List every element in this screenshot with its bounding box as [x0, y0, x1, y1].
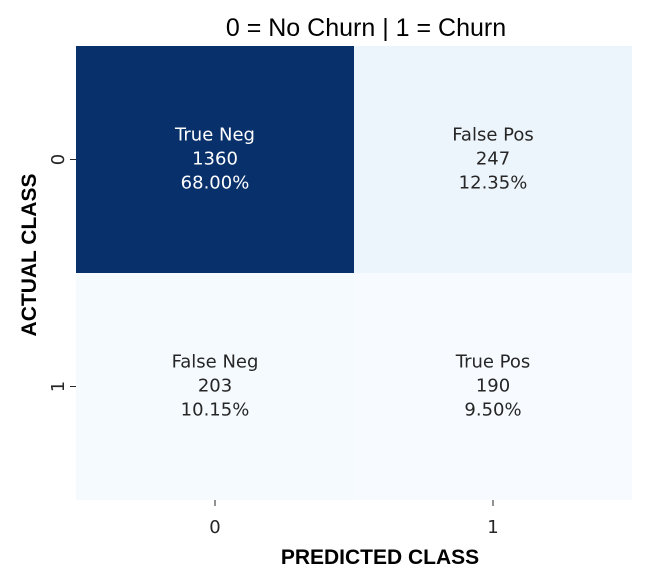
heatmap-cell — [354, 273, 632, 500]
cell-percent-label: 10.15% — [181, 400, 250, 421]
x-tick-label: 1 — [487, 517, 498, 538]
y-tick-label: 0 — [48, 154, 69, 165]
x-tick-label: 0 — [209, 517, 220, 538]
heatmap-cell — [76, 273, 354, 500]
cell-percent-label: 12.35% — [459, 173, 528, 194]
cell-name-label: True Pos — [455, 352, 531, 373]
y-axis-label: ACTUAL CLASS — [18, 174, 41, 337]
cell-percent-label: 9.50% — [464, 400, 521, 421]
chart-title: 0 = No Churn | 1 = Churn — [226, 14, 506, 42]
cell-count-label: 247 — [476, 149, 510, 170]
x-axis-label: PREDICTED CLASS — [281, 546, 479, 569]
heatmap-cell — [354, 46, 632, 273]
heatmap-cell — [76, 46, 354, 273]
y-tick-label: 1 — [48, 381, 69, 392]
cell-count-label: 190 — [476, 376, 510, 397]
cell-name-label: True Neg — [174, 125, 255, 146]
cell-count-label: 1360 — [192, 149, 238, 170]
cell-percent-label: 68.00% — [181, 173, 250, 194]
cell-name-label: False Neg — [172, 352, 259, 373]
axis-ticks: 0 1 0 1 — [48, 154, 499, 538]
heatmap-cells: True Neg 1360 68.00% False Pos 247 12.35% Fals… — [76, 46, 632, 500]
cell-name-label: False Pos — [452, 125, 534, 146]
cell-count-label: 203 — [198, 376, 232, 397]
